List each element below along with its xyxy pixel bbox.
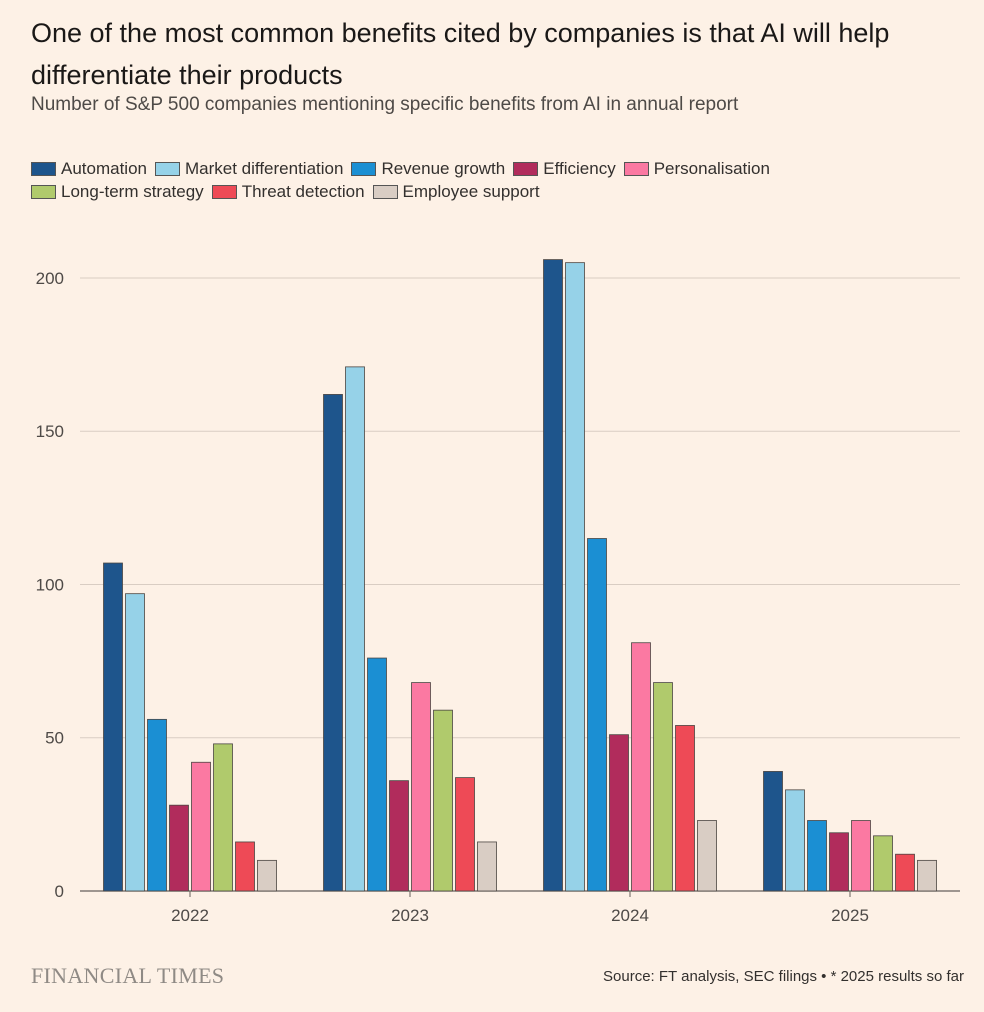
x-tick-label: 2023 <box>391 906 429 925</box>
legend: Automation Market differentiation Revenu… <box>31 157 931 203</box>
legend-swatch-employee-support <box>372 184 398 199</box>
bar-employee-support-2023 <box>477 841 497 892</box>
bar-long-term-strategy-2025 <box>873 835 893 892</box>
legend-item-automation: Automation <box>31 157 147 180</box>
bar-market-differentiation-2023 <box>345 366 365 892</box>
legend-label-long-term-strategy: Long-term strategy <box>61 182 204 201</box>
legend-item-employee-support: Employee support <box>372 180 540 203</box>
x-tick-label: 2025 <box>831 906 869 925</box>
bar-threat-detection-2023 <box>455 777 475 892</box>
ft-logo: FINANCIAL TIMES <box>31 963 225 988</box>
chart-title: One of the most common benefits cited by… <box>31 18 890 90</box>
legend-row: Automation Market differentiation Revenu… <box>31 157 931 180</box>
bar-long-term-strategy-2024 <box>653 682 673 892</box>
bar-efficiency-2022 <box>169 804 189 892</box>
legend-item-personalisation: Personalisation <box>623 157 770 180</box>
bar-automation-2025 <box>763 771 783 892</box>
bar-automation-2023 <box>323 394 343 892</box>
bar-efficiency-2023 <box>389 780 409 892</box>
x-tick-label: 2024 <box>611 906 649 925</box>
bar-automation-2024 <box>543 259 563 892</box>
y-tick-label: 200 <box>36 269 64 288</box>
bar-personalisation-2024 <box>631 642 651 892</box>
source-note: Source: FT analysis, SEC filings • * 202… <box>603 968 964 985</box>
bar-efficiency-2025 <box>829 832 849 892</box>
bar-market-differentiation-2024 <box>565 262 585 892</box>
legend-label-threat-detection: Threat detection <box>241 182 365 201</box>
bar-efficiency-2024 <box>609 734 629 892</box>
legend-item-market-differentiation: Market differentiation <box>155 157 343 180</box>
bar-revenue-growth-2023 <box>367 657 387 892</box>
bar-employee-support-2024 <box>697 820 717 892</box>
y-tick-label: 150 <box>36 422 64 441</box>
legend-item-long-term-strategy: Long-term strategy <box>31 180 204 203</box>
legend-label-revenue-growth: Revenue growth <box>381 159 506 178</box>
bar-long-term-strategy-2022 <box>213 743 233 892</box>
legend-row: Long-term strategy Threat detection Empl… <box>31 180 931 203</box>
bar-automation-2022 <box>103 562 123 892</box>
bar-threat-detection-2022 <box>235 841 255 892</box>
bar-market-differentiation-2022 <box>125 593 145 892</box>
y-tick-label: 100 <box>36 575 64 594</box>
bar-threat-detection-2025 <box>895 853 915 892</box>
legend-item-revenue-growth: Revenue growth <box>351 157 505 180</box>
legend-label-personalisation: Personalisation <box>653 159 770 178</box>
legend-swatch-efficiency <box>513 161 539 176</box>
bar-personalisation-2022 <box>191 761 211 892</box>
bar-personalisation-2023 <box>411 682 431 892</box>
legend-swatch-personalisation <box>623 161 649 176</box>
bar-long-term-strategy-2023 <box>433 709 453 892</box>
legend-label-automation: Automation <box>61 159 147 178</box>
legend-label-efficiency: Efficiency <box>543 159 616 178</box>
x-tick-label: 2022 <box>171 906 209 925</box>
legend-item-threat-detection: Threat detection <box>211 180 365 203</box>
legend-swatch-automation <box>31 161 56 176</box>
y-tick-label: 0 <box>55 882 64 901</box>
bar-personalisation-2025 <box>851 820 871 892</box>
legend-swatch-market-differentiation <box>155 161 180 176</box>
bar-employee-support-2022 <box>257 859 277 892</box>
legend-label-employee-support: Employee support <box>402 182 540 201</box>
bar-revenue-growth-2025 <box>807 820 827 892</box>
chart-subtitle: Number of S&P 500 companies mentioning s… <box>31 94 739 115</box>
legend-swatch-long-term-strategy <box>31 184 56 199</box>
legend-item-efficiency: Efficiency <box>513 157 616 180</box>
legend-label-market-differentiation: Market differentiation <box>185 159 344 178</box>
bar-employee-support-2025 <box>917 859 937 892</box>
bar-market-differentiation-2025 <box>785 789 805 892</box>
y-tick-label: 50 <box>45 729 64 748</box>
legend-swatch-threat-detection <box>211 184 237 199</box>
bar-threat-detection-2024 <box>675 725 695 892</box>
bar-revenue-growth-2024 <box>587 538 607 892</box>
bar-revenue-growth-2022 <box>147 718 167 892</box>
legend-swatch-revenue-growth <box>351 161 377 176</box>
